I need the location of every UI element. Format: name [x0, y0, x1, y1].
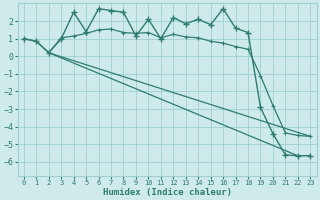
X-axis label: Humidex (Indice chaleur): Humidex (Indice chaleur) [103, 188, 232, 197]
